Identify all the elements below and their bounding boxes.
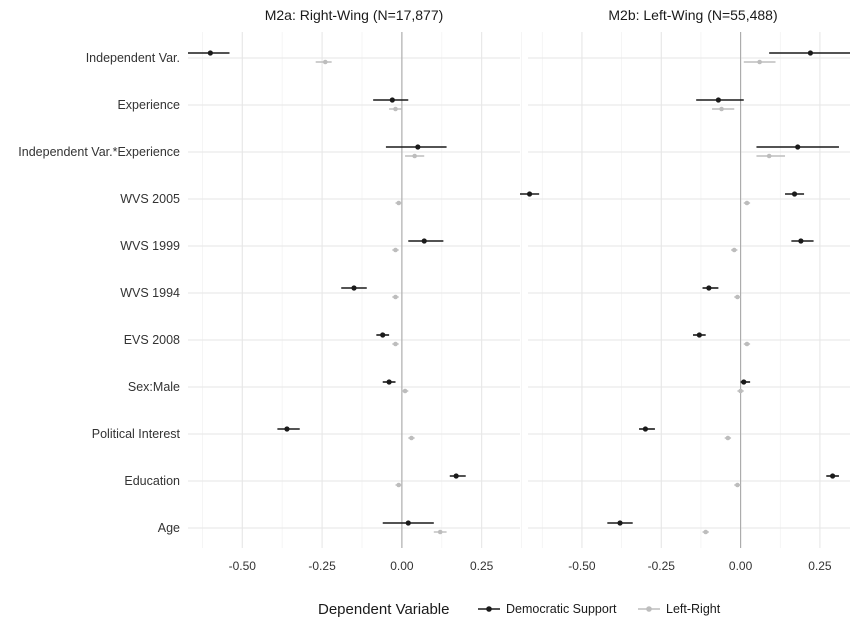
estimate-point-democratic-support-independent-var bbox=[207, 50, 213, 56]
estimate-point-democratic-support-wvs-2005 bbox=[526, 191, 533, 197]
estimate-point-democratic-support-wvs-1999 bbox=[798, 238, 804, 244]
x-tick-label: -0.25 bbox=[308, 559, 336, 573]
legend-label-democratic-support: Democratic Support bbox=[506, 602, 617, 616]
x-tick-label: 0.25 bbox=[808, 559, 832, 573]
variable-label-sex-male: Sex:Male bbox=[128, 380, 180, 394]
estimate-point-democratic-support-political-interest bbox=[642, 426, 649, 432]
estimate-point-left-right-political-interest bbox=[409, 435, 414, 441]
variable-label-education: Education bbox=[124, 474, 180, 488]
variable-label-age: Age bbox=[158, 521, 180, 535]
estimate-point-democratic-support-experience bbox=[715, 97, 721, 103]
estimate-point-democratic-support-wvs-1999 bbox=[421, 238, 427, 244]
x-tick-label: -0.50 bbox=[229, 559, 257, 573]
estimate-point-democratic-support-evs-2008 bbox=[380, 332, 386, 338]
estimate-point-democratic-support-independent-var-experience bbox=[415, 144, 421, 150]
estimate-point-left-right-evs-2008 bbox=[744, 341, 750, 347]
panels: M2a: Right-Wing (N=17,877) -0.50 -0.25 0.00… bbox=[188, 7, 850, 573]
legend-key-democratic-support-dot bbox=[486, 606, 492, 612]
variable-label-independent-var-experience: Independent Var.*Experience bbox=[18, 145, 180, 159]
variable-label-experience: Experience bbox=[117, 98, 180, 112]
estimate-point-democratic-support-experience bbox=[389, 97, 395, 103]
estimate-point-left-right-independent-var bbox=[322, 59, 328, 65]
variable-label-wvs-2005: WVS 2005 bbox=[120, 192, 180, 206]
estimate-point-democratic-support-political-interest bbox=[284, 426, 290, 432]
estimate-point-left-right-wvs-1994 bbox=[735, 294, 740, 300]
estimate-point-left-right-sex-male bbox=[738, 388, 743, 394]
x-tick-label: -0.50 bbox=[568, 559, 596, 573]
estimate-point-left-right-wvs-2005 bbox=[744, 200, 750, 206]
x-tick-label: 0.00 bbox=[390, 559, 414, 573]
legend-title: Dependent Variable bbox=[318, 601, 449, 618]
estimate-point-democratic-support-wvs-1994 bbox=[351, 285, 357, 291]
estimate-point-democratic-support-sex-male bbox=[741, 379, 747, 385]
estimate-point-democratic-support-independent-var bbox=[807, 50, 814, 56]
legend-label-left-right: Left-Right bbox=[666, 602, 721, 616]
variable-label-wvs-1994: WVS 1994 bbox=[120, 286, 180, 300]
estimate-point-democratic-support-age bbox=[405, 520, 411, 526]
x-tick-label: -0.25 bbox=[648, 559, 676, 573]
estimate-point-left-right-age bbox=[703, 529, 708, 535]
estimate-point-left-right-independent-var-experience bbox=[766, 153, 772, 159]
estimate-point-left-right-wvs-1999 bbox=[731, 247, 737, 253]
estimate-point-democratic-support-age bbox=[617, 520, 623, 526]
panel-2: M2b: Left-Wing (N=55,488) -0.50 -0.25 0.00 0… bbox=[528, 7, 850, 573]
estimate-point-left-right-experience bbox=[719, 106, 724, 112]
estimate-point-democratic-support-wvs-2005 bbox=[791, 191, 798, 197]
panel-title: M2a: Right-Wing (N=17,877) bbox=[265, 7, 444, 23]
estimate-point-left-right-age bbox=[437, 529, 443, 535]
estimate-point-democratic-support-evs-2008 bbox=[696, 332, 702, 338]
estimate-point-left-right-independent-var bbox=[757, 59, 762, 65]
estimate-point-left-right-evs-2008 bbox=[393, 341, 398, 347]
variable-labels: Independent Var. Experience Independent Va… bbox=[18, 51, 180, 535]
estimate-point-left-right-education bbox=[396, 482, 401, 488]
estimate-point-democratic-support-wvs-1994 bbox=[706, 285, 712, 291]
variable-label-political-interest: Political Interest bbox=[92, 427, 181, 441]
estimate-point-left-right-education bbox=[735, 482, 740, 488]
estimate-point-left-right-wvs-2005 bbox=[396, 200, 401, 206]
estimate-point-democratic-support-education bbox=[830, 473, 836, 479]
estimate-point-left-right-wvs-1994 bbox=[393, 294, 398, 300]
legend: Dependent Variable Democratic Support Le… bbox=[318, 601, 721, 618]
estimate-point-left-right-wvs-1999 bbox=[393, 247, 398, 253]
panel-1: M2a: Right-Wing (N=17,877) -0.50 -0.25 0.00… bbox=[188, 7, 540, 573]
estimate-point-democratic-support-sex-male bbox=[386, 379, 392, 385]
x-tick-label: 0.00 bbox=[729, 559, 753, 573]
variable-label-independent-var: Independent Var. bbox=[86, 51, 180, 65]
estimate-point-left-right-experience bbox=[393, 106, 398, 112]
variable-label-wvs-1999: WVS 1999 bbox=[120, 239, 180, 253]
legend-key-left-right-dot bbox=[646, 606, 652, 612]
estimate-point-left-right-independent-var-experience bbox=[412, 153, 417, 159]
panel-title: M2b: Left-Wing (N=55,488) bbox=[608, 7, 777, 23]
estimate-point-democratic-support-education bbox=[453, 473, 459, 479]
estimate-point-left-right-sex-male bbox=[402, 388, 408, 394]
estimate-point-left-right-political-interest bbox=[725, 435, 731, 441]
x-tick-label: 0.25 bbox=[470, 559, 494, 573]
estimate-point-democratic-support-independent-var-experience bbox=[795, 144, 801, 150]
variable-label-evs-2008: EVS 2008 bbox=[124, 333, 180, 347]
